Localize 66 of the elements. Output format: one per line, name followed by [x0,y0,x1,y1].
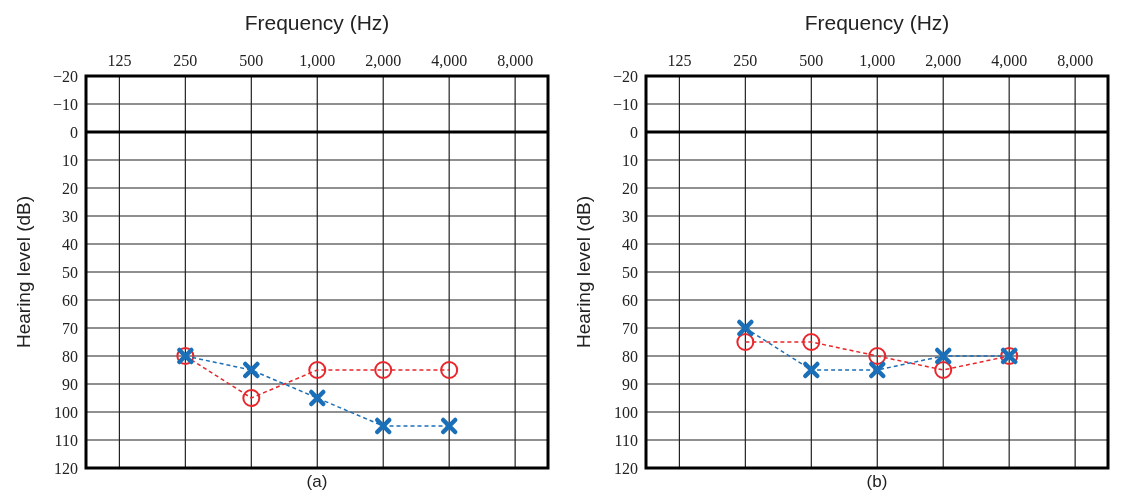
y-tick-label: 0 [630,123,638,141]
y-tick-label: 40 [62,235,78,253]
y-tick-label: −20 [612,67,638,85]
x-tick-label: 8,000 [1057,52,1094,69]
x-tick-label: 250 [173,52,198,69]
x-tick-label: 1,000 [859,52,896,69]
y-tick-label: 60 [622,291,638,309]
point [309,389,326,407]
y-tick-label: 80 [62,347,78,365]
point [934,347,952,365]
point [308,361,327,379]
x-tick-label: 500 [799,52,824,69]
x-tick-label: 500 [239,52,264,69]
y-tick-label: 40 [622,235,638,253]
y-tick-label: 100 [614,403,638,421]
y-tick-label: 70 [62,319,78,337]
point [868,347,887,365]
y-tick-label: 10 [62,151,78,169]
point [440,417,458,435]
point [869,361,886,379]
point [736,333,755,351]
x-tick-label: 4,000 [991,52,1028,69]
y-tick-label: 20 [62,179,78,197]
point [242,389,261,407]
y-tick-label: 20 [622,179,638,197]
point [440,361,459,379]
x-axis-title: Frequency (Hz) [244,11,390,34]
x-tick-label: 1,000 [299,52,336,69]
point [802,333,821,351]
x-tick-label: 125 [107,52,132,69]
y-axis-title: Hearing level (dB) [573,195,594,349]
text: (b) [866,472,888,491]
x-tick-label: 2,000 [365,52,402,69]
point [243,361,260,379]
x-tick-label: 4,000 [431,52,468,69]
y-tick-label: 0 [70,123,78,141]
y-tick-label: 50 [622,263,638,281]
y-tick-label: 30 [62,207,78,225]
y-tick-label: 50 [62,263,78,281]
y-axis-title: Hearing level (dB) [13,195,34,349]
x-tick-label: 125 [667,52,692,69]
y-tick-label: 120 [54,459,78,477]
y-tick-label: 70 [622,319,638,337]
y-tick-label: −10 [612,95,638,113]
y-tick-label: 90 [622,375,638,393]
point [737,319,754,337]
y-tick-label: −10 [52,95,78,113]
y-tick-label: 80 [622,347,638,365]
y-tick-label: −20 [52,67,78,85]
point [374,361,393,379]
point [934,361,953,379]
y-tick-label: 100 [54,403,78,421]
x-tick-label: 250 [733,52,758,69]
point [374,417,392,435]
y-tick-label: 30 [622,207,638,225]
y-tick-label: 120 [614,459,638,477]
y-tick-label: 10 [622,151,638,169]
y-tick-label: 110 [614,431,638,449]
y-tick-label: 60 [62,291,78,309]
x-tick-label: 8,000 [497,52,534,69]
y-tick-label: 110 [54,431,78,449]
text: (a) [306,472,328,491]
point [803,361,820,379]
y-tick-label: 90 [62,375,78,393]
x-tick-label: 2,000 [925,52,962,69]
x-axis-title: Frequency (Hz) [804,11,950,34]
